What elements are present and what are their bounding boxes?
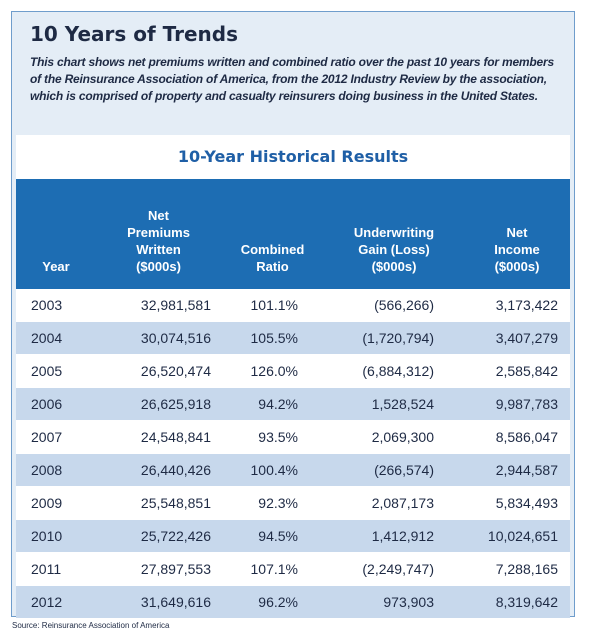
- table-row: 2012 31,649,616 96.2% 973,903 8,319,642: [16, 585, 570, 619]
- cell-year: 2004: [16, 321, 96, 355]
- cell-underwriting-gain: 1,412,912: [324, 519, 464, 553]
- cell-combined-ratio: 100.4%: [221, 453, 324, 487]
- cell-year: 2009: [16, 486, 96, 520]
- table-row: 2008 26,440,426 100.4% (266,574) 2,944,587: [16, 453, 570, 487]
- column-header-combined-ratio: Combined Ratio: [221, 179, 324, 289]
- panel-description: This chart shows net premiums written an…: [30, 55, 554, 103]
- cell-year: 2008: [16, 453, 96, 487]
- panel-title: 10 Years of Trends: [30, 22, 238, 46]
- historical-results-table: Year Net Premiums Written ($000s) Combin…: [16, 179, 570, 619]
- cell-net-income: 3,407,279: [464, 321, 570, 355]
- cell-underwriting-gain: (266,574): [324, 453, 464, 487]
- table-row: 2007 24,548,841 93.5% 2,069,300 8,586,047: [16, 420, 570, 454]
- cell-net-premiums: 31,649,616: [96, 585, 221, 619]
- cell-net-income: 2,585,842: [464, 354, 570, 388]
- cell-net-premiums: 25,548,851: [96, 486, 221, 520]
- column-header-underwriting-gain: Underwriting Gain (Loss) ($000s): [324, 179, 464, 289]
- table-row: 2004 30,074,516 105.5% (1,720,794) 3,407,279: [16, 321, 570, 355]
- cell-combined-ratio: 92.3%: [221, 486, 324, 520]
- cell-net-income: 8,319,642: [464, 585, 570, 619]
- cell-year: 2010: [16, 519, 96, 553]
- table-row: 2009 25,548,851 92.3% 2,087,173 5,834,493: [16, 486, 570, 520]
- cell-underwriting-gain: (2,249,747): [324, 552, 464, 586]
- cell-underwriting-gain: (6,884,312): [324, 354, 464, 388]
- cell-underwriting-gain: (1,720,794): [324, 321, 464, 355]
- table-body: 2003 32,981,581 101.1% (566,266) 3,173,422 20…: [16, 289, 570, 619]
- column-header-net-premiums: Net Premiums Written ($000s): [96, 179, 221, 289]
- table-row: 2011 27,897,553 107.1% (2,249,747) 7,288,165: [16, 552, 570, 586]
- table-title: 10-Year Historical Results: [177, 147, 409, 166]
- table-header-row: Year Net Premiums Written ($000s) Combin…: [16, 179, 570, 289]
- table-row: 2010 25,722,426 94.5% 1,412,912 10,024,651: [16, 519, 570, 553]
- cell-underwriting-gain: 2,087,173: [324, 486, 464, 520]
- cell-combined-ratio: 94.5%: [221, 519, 324, 553]
- table-row: 2003 32,981,581 101.1% (566,266) 3,173,422: [16, 289, 570, 322]
- cell-year: 2006: [16, 387, 96, 421]
- cell-net-income: 9,987,783: [464, 387, 570, 421]
- cell-net-premiums: 32,981,581: [96, 289, 221, 322]
- cell-net-income: 3,173,422: [464, 289, 570, 322]
- cell-net-income: 5,834,493: [464, 486, 570, 520]
- table-row: 2005 26,520,474 126.0% (6,884,312) 2,585,842: [16, 354, 570, 388]
- cell-year: 2011: [16, 552, 96, 586]
- cell-year: 2012: [16, 585, 96, 619]
- cell-net-premiums: 26,440,426: [96, 453, 221, 487]
- cell-year: 2003: [16, 289, 96, 322]
- cell-net-premiums: 30,074,516: [96, 321, 221, 355]
- results-table-block: 10-Year Historical Results Year Net Prem…: [16, 135, 570, 619]
- cell-combined-ratio: 93.5%: [221, 420, 324, 454]
- cell-net-premiums: 26,625,918: [96, 387, 221, 421]
- cell-year: 2007: [16, 420, 96, 454]
- cell-combined-ratio: 107.1%: [221, 552, 324, 586]
- cell-net-premiums: 27,897,553: [96, 552, 221, 586]
- cell-underwriting-gain: 1,528,524: [324, 387, 464, 421]
- column-header-net-income: Net Income ($000s): [464, 179, 570, 289]
- cell-net-income: 7,288,165: [464, 552, 570, 586]
- cell-net-premiums: 25,722,426: [96, 519, 221, 553]
- cell-combined-ratio: 126.0%: [221, 354, 324, 388]
- column-header-year: Year: [16, 179, 96, 289]
- cell-combined-ratio: 94.2%: [221, 387, 324, 421]
- cell-net-income: 10,024,651: [464, 519, 570, 553]
- cell-net-premiums: 24,548,841: [96, 420, 221, 454]
- cell-underwriting-gain: 2,069,300: [324, 420, 464, 454]
- cell-underwriting-gain: 973,903: [324, 585, 464, 619]
- trends-panel: 10 Years of Trends This chart shows net …: [11, 11, 575, 619]
- source-note: Source: Reinsurance Association of Ameri…: [12, 621, 170, 630]
- cell-underwriting-gain: (566,266): [324, 289, 464, 322]
- cell-year: 2005: [16, 354, 96, 388]
- cell-combined-ratio: 96.2%: [221, 585, 324, 619]
- cell-combined-ratio: 105.5%: [221, 321, 324, 355]
- cell-net-income: 8,586,047: [464, 420, 570, 454]
- cell-combined-ratio: 101.1%: [221, 289, 324, 322]
- cell-net-premiums: 26,520,474: [96, 354, 221, 388]
- cell-net-income: 2,944,587: [464, 453, 570, 487]
- table-row: 2006 26,625,918 94.2% 1,528,524 9,987,783: [16, 387, 570, 421]
